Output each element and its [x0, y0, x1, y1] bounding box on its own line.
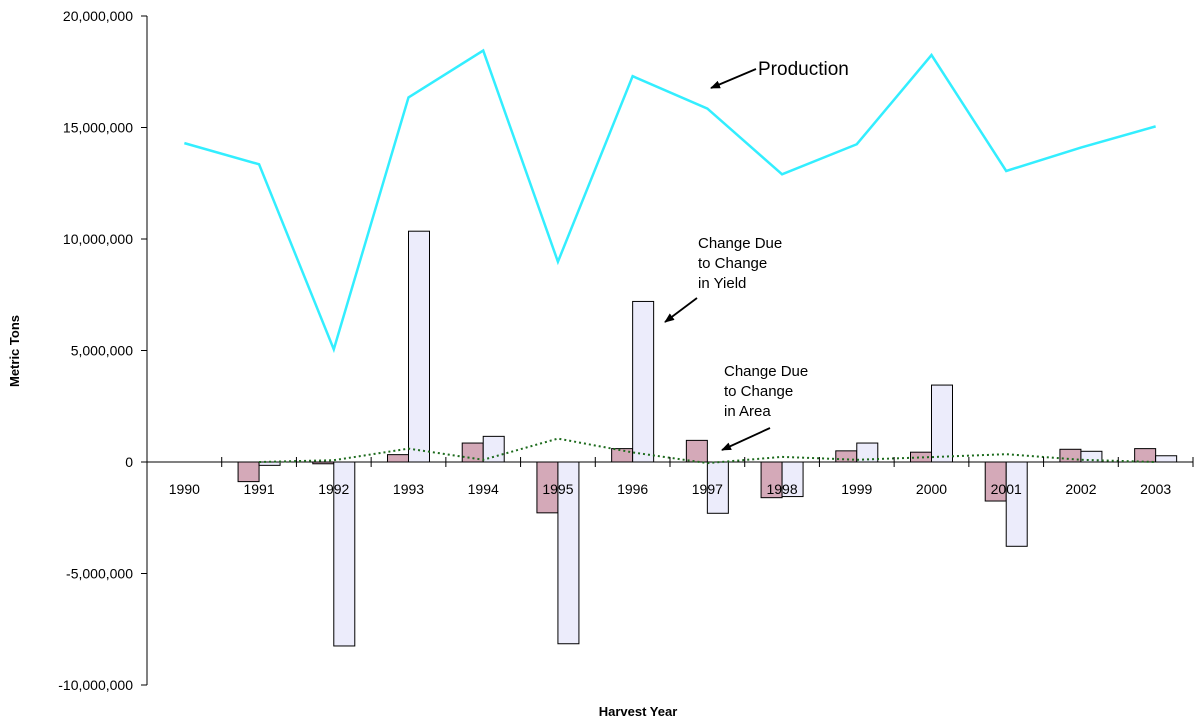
production-line: [184, 48, 1156, 354]
bar-yield-change: [781, 461, 804, 498]
bar-area-change: [387, 454, 409, 463]
x-tick-label: 1990: [169, 481, 200, 497]
bar-yield-change: [1080, 450, 1103, 463]
y-tick-label: 10,000,000: [63, 231, 133, 247]
bar-yield-change: [632, 300, 655, 463]
x-tick-label: 1991: [243, 481, 274, 497]
axes: [146, 16, 1193, 685]
bar-yield-change: [482, 435, 505, 463]
annotation-yield-label: Change Due to Change in Yield: [698, 235, 782, 292]
annotation-yield-arrow: [664, 297, 698, 323]
y-axis-title: Metric Tons: [7, 315, 22, 387]
bar-area-change: [685, 439, 708, 463]
bar-yield-change: [408, 230, 430, 463]
y-tick-label: -10,000,000: [58, 677, 133, 693]
x-tick-label: 1996: [617, 481, 648, 497]
bar-area-change: [611, 448, 634, 463]
annotation-area-label: Change Due to Change in Area: [724, 363, 808, 420]
x-tick-label: 2003: [1140, 481, 1171, 497]
x-tick-label: 1995: [542, 481, 573, 497]
x-tick-label: 1997: [692, 481, 723, 497]
annotations: Production Change Due to Change in Yield Cha…: [664, 59, 849, 451]
x-tick-label: 1999: [841, 481, 872, 497]
x-tick-label: 2000: [916, 481, 947, 497]
annotation-production-arrow: [710, 68, 757, 89]
y-tick-label: 15,000,000: [63, 120, 133, 136]
annotation-production-label: Production: [758, 59, 849, 80]
dotted-line: [259, 437, 1156, 465]
x-tick-label: 1993: [393, 481, 424, 497]
y-tick-label: -5,000,000: [66, 566, 133, 582]
bar-area-change: [237, 461, 260, 483]
y-tick-label: 5,000,000: [71, 343, 133, 359]
bar-yield-change: [557, 461, 580, 645]
production-line-series: [184, 48, 1156, 354]
x-tick-label: 1994: [468, 481, 499, 497]
y-tick-label: 0: [125, 454, 133, 470]
bar-yield-change: [931, 384, 953, 463]
bar-yield-change: [856, 442, 879, 463]
y-axis-ticks: 20,000,000 15,000,000 10,000,000 5,000,000 0…: [58, 8, 147, 693]
x-tick-label: 2001: [991, 481, 1022, 497]
bar-area-change: [1134, 448, 1157, 463]
bars: [237, 230, 1178, 647]
annotation-area-arrow: [721, 427, 771, 451]
bar-yield-change: [1005, 461, 1028, 547]
x-axis-title: Harvest Year: [599, 704, 678, 719]
x-axis-ticks: 1990 1991 1992 1993 1994 1995 1996 1997 1998 1999…: [146, 457, 1194, 497]
x-tick-label: 1992: [318, 481, 349, 497]
x-tick-label: 1998: [766, 481, 797, 497]
dotted-line-series: [259, 437, 1156, 465]
x-tick-label: 2002: [1065, 481, 1096, 497]
bar-yield-change: [333, 461, 356, 647]
y-tick-label: 20,000,000: [63, 8, 133, 24]
bar-yield-change: [1155, 455, 1178, 463]
bar-area-change: [312, 461, 335, 465]
